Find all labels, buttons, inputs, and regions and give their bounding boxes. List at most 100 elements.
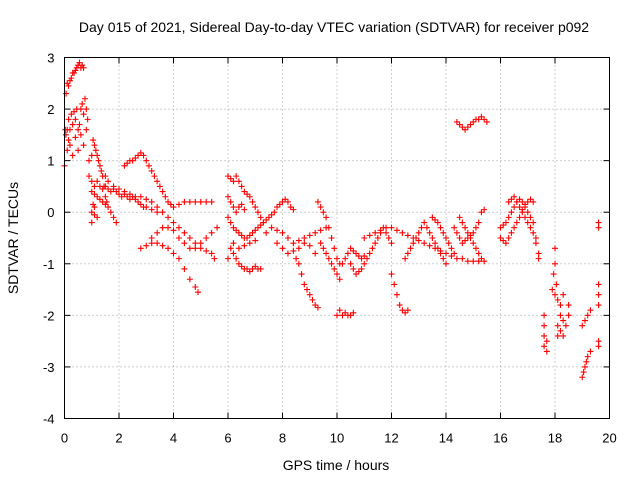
data-point: [459, 219, 466, 226]
x-tick-label: 0: [61, 431, 68, 446]
data-point: [124, 193, 131, 200]
data-point: [527, 224, 534, 231]
data-point: [459, 124, 466, 131]
data-point: [467, 235, 474, 241]
data-point: [91, 142, 98, 149]
data-point: [312, 229, 319, 236]
data-point: [453, 255, 460, 262]
data-point: [132, 193, 139, 200]
data-point: [587, 348, 594, 355]
data-point: [554, 296, 561, 303]
data-point: [470, 258, 477, 265]
data-point: [541, 322, 548, 329]
data-point: [148, 198, 155, 205]
data-point: [478, 255, 485, 262]
data-point: [88, 188, 95, 195]
data-point: [126, 191, 133, 198]
data-point: [68, 111, 75, 118]
data-point: [497, 224, 504, 231]
data-point: [532, 240, 539, 247]
data-point: [268, 211, 275, 218]
data-point: [342, 309, 349, 316]
x-tick-label: 10: [330, 431, 344, 446]
data-point: [317, 227, 324, 234]
data-point: [413, 235, 420, 241]
data-point: [203, 247, 210, 254]
y-tick-label: -1: [43, 257, 55, 272]
data-point: [88, 178, 95, 185]
data-point: [279, 229, 286, 236]
data-point: [68, 75, 75, 82]
data-point: [301, 240, 308, 247]
data-point: [462, 237, 469, 244]
data-point: [399, 307, 406, 314]
data-point: [459, 255, 466, 262]
data-point: [75, 147, 82, 154]
data-point: [358, 255, 365, 262]
data-point: [96, 162, 103, 169]
data-point: [404, 232, 411, 239]
data-point: [238, 201, 245, 208]
data-point: [84, 116, 91, 123]
data-point: [96, 196, 103, 203]
data-point: [350, 309, 357, 316]
data-point: [339, 312, 346, 319]
data-point: [80, 64, 87, 71]
data-point: [268, 224, 275, 231]
data-point: [143, 204, 150, 211]
data-point: [86, 157, 93, 164]
data-point: [154, 204, 161, 211]
data-point: [407, 245, 414, 252]
data-point: [508, 209, 515, 216]
data-point: [233, 173, 240, 180]
data-point: [175, 224, 182, 231]
data-point: [472, 224, 479, 231]
data-point: [560, 317, 567, 324]
data-point: [159, 188, 166, 195]
data-point: [595, 343, 602, 350]
data-point: [181, 265, 188, 272]
data-point: [336, 276, 343, 283]
data-point: [66, 126, 73, 133]
data-point: [110, 183, 117, 190]
data-point: [91, 191, 98, 198]
data-point: [516, 204, 523, 211]
y-tick-label: 1: [47, 154, 54, 169]
data-point: [355, 268, 362, 275]
data-point: [137, 201, 144, 208]
chart-title: Day 015 of 2021, Sidereal Day-to-day VTE…: [79, 19, 589, 35]
data-point: [290, 206, 297, 213]
data-point: [336, 307, 343, 314]
data-point: [478, 209, 485, 216]
data-point: [532, 235, 539, 241]
data-point: [475, 116, 482, 123]
data-point: [404, 250, 411, 257]
data-point: [110, 214, 117, 221]
data-point: [453, 118, 460, 125]
data-point: [519, 198, 526, 205]
data-point: [230, 250, 237, 257]
data-point: [105, 186, 112, 193]
data-point: [225, 214, 231, 221]
data-point: [227, 245, 234, 252]
data-point: [323, 214, 330, 221]
data-point: [535, 250, 542, 257]
data-point: [467, 121, 474, 128]
data-point: [92, 147, 99, 154]
data-point: [374, 235, 381, 241]
data-point: [456, 235, 463, 241]
data-point: [396, 302, 403, 309]
data-point: [225, 255, 231, 262]
data-point: [402, 255, 409, 262]
data-point: [107, 209, 114, 216]
data-point: [456, 214, 463, 221]
data-point: [249, 265, 256, 272]
data-point: [71, 69, 78, 76]
data-point: [595, 302, 602, 309]
data-point: [107, 188, 114, 195]
data-point: [372, 240, 379, 247]
data-point: [393, 227, 400, 234]
data-point: [527, 196, 534, 203]
data-point: [481, 206, 488, 213]
data-point: [478, 113, 485, 120]
